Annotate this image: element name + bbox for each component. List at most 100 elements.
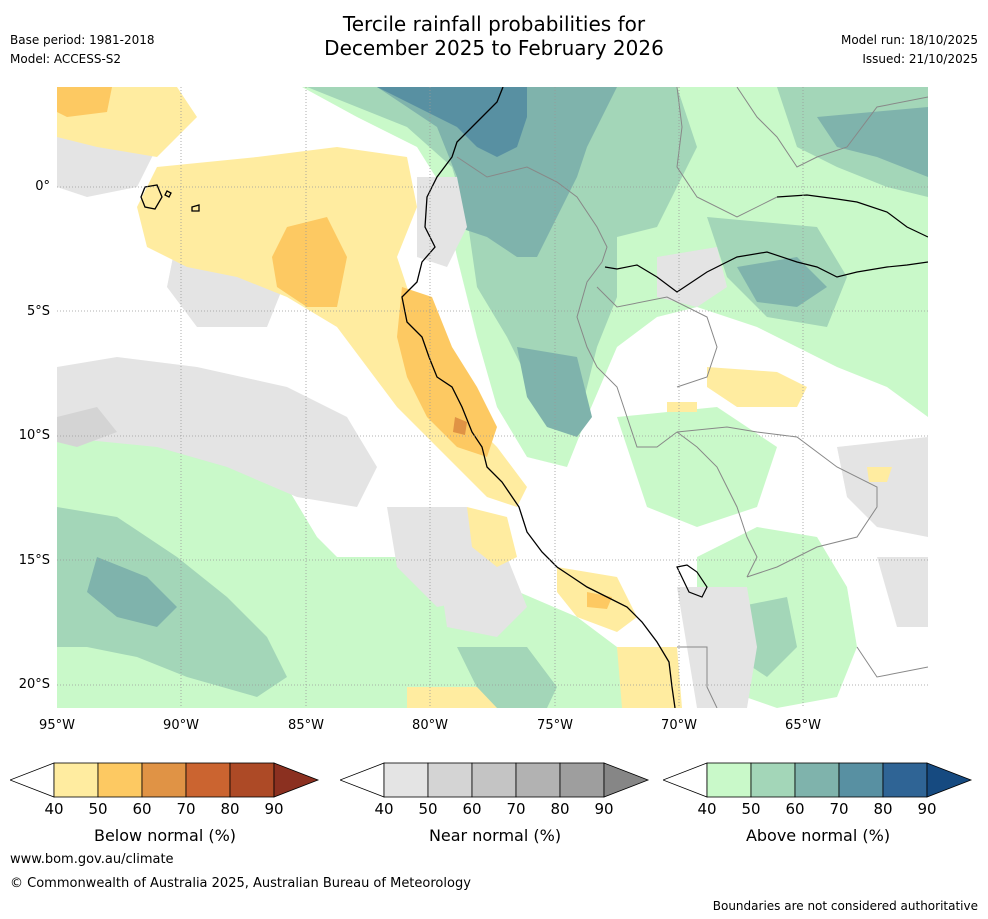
lon-label-75w: 75°W <box>537 718 573 733</box>
below-normal-regions <box>57 87 892 708</box>
galapagos-islands <box>140 184 200 212</box>
west-grey-3 <box>57 407 117 447</box>
south-yellow-2 <box>617 647 682 708</box>
swatch-4 <box>515 762 561 798</box>
south-yellow-3 <box>407 687 497 708</box>
tick-60: 60 <box>132 800 152 818</box>
east-grey-1 <box>657 247 727 307</box>
colorbar-near-normal <box>338 762 650 798</box>
lon-label-95w: 95°W <box>39 718 75 733</box>
east-yellow-2 <box>667 402 697 412</box>
east-yellow-3 <box>867 467 892 482</box>
near-normal-regions <box>57 117 928 708</box>
legend-below-normal: 40 50 60 70 80 90 Below normal (%) <box>8 762 320 862</box>
footer-disclaimer: Boundaries are not considered authoritat… <box>712 899 978 913</box>
swatch-4 <box>838 762 884 798</box>
issued-date: Issued: 21/10/2025 <box>862 52 978 66</box>
north-green-mid <box>307 87 697 427</box>
legend-label-near: Near normal (%) <box>428 826 562 845</box>
swatch-3 <box>471 762 517 798</box>
swatch-1 <box>53 762 99 798</box>
lat-label-5s: 5°S <box>26 304 50 319</box>
tick-40: 40 <box>697 800 717 818</box>
east-teal-patch <box>737 257 827 307</box>
orange-band-2 <box>397 287 497 457</box>
coast-yellow <box>467 507 517 567</box>
swatch-5 <box>882 762 928 798</box>
north-coast-line <box>776 194 928 238</box>
rainfall-probability-map <box>57 87 928 708</box>
tick-40: 40 <box>374 800 394 818</box>
swatch-0 <box>338 762 385 798</box>
swatch-6 <box>603 762 650 798</box>
lat-label-10s: 10°S <box>18 428 50 443</box>
inland-green <box>617 407 777 527</box>
lat-label-0: 0° <box>35 179 50 194</box>
footer-url[interactable]: www.bom.gov.au/climate <box>10 852 174 867</box>
tick-50: 50 <box>418 800 438 818</box>
tick-60: 60 <box>462 800 482 818</box>
graticule <box>57 87 928 708</box>
southeast-grey <box>677 587 757 708</box>
lon-label-70w: 70°W <box>661 718 697 733</box>
lake-titicaca <box>676 564 708 598</box>
tick-50: 50 <box>741 800 761 818</box>
south-america-coastline <box>401 87 676 708</box>
legend-near-normal: 40 50 60 70 80 90 Near normal (%) <box>338 762 650 862</box>
far-east-grey <box>877 557 928 627</box>
model-run: Model run: 18/10/2025 <box>840 33 978 47</box>
base-period: Base period: 1981-2018 <box>10 33 155 47</box>
above-normal-regions <box>57 87 928 708</box>
dark-orange-spot <box>453 417 467 435</box>
amazon-river-line <box>604 251 928 293</box>
tick-50: 50 <box>88 800 108 818</box>
coast-grey <box>417 177 467 267</box>
tick-80: 80 <box>873 800 893 818</box>
model-name: Model: ACCESS-S2 <box>10 52 122 66</box>
lon-label-65w: 65°W <box>785 718 821 733</box>
legend-label-above: Above normal (%) <box>745 826 891 845</box>
southwest-teal-patch <box>87 557 177 627</box>
legend-above-normal: 40 50 60 70 80 90 Above normal (%) <box>661 762 973 862</box>
swatch-2 <box>750 762 796 798</box>
lon-label-80w: 80°W <box>412 718 448 733</box>
swatch-5 <box>559 762 605 798</box>
tick-70: 70 <box>176 800 196 818</box>
west-grey-band <box>57 357 377 507</box>
legend-label-below: Below normal (%) <box>93 826 237 845</box>
south-grey <box>437 557 527 637</box>
tick-90: 90 <box>264 800 284 818</box>
lat-label-20s: 20°S <box>18 677 50 692</box>
north-green-darker <box>377 87 527 157</box>
footer-copyright: © Commonwealth of Australia 2025, Austra… <box>10 876 471 891</box>
amazon-teal-patch <box>517 347 592 437</box>
lat-label-15s: 15°S <box>18 553 50 568</box>
northwest-orange <box>57 87 112 117</box>
swatch-0 <box>661 762 708 798</box>
country-borders <box>456 87 928 708</box>
swatch-1 <box>383 762 429 798</box>
swatch-6 <box>926 762 973 798</box>
tick-70: 70 <box>829 800 849 818</box>
tick-70: 70 <box>506 800 526 818</box>
swatch-3 <box>794 762 840 798</box>
swatch-1 <box>706 762 752 798</box>
lon-label-90w: 90°W <box>163 718 199 733</box>
tick-40: 40 <box>44 800 64 818</box>
title-line-2: December 2025 to February 2026 <box>324 36 664 60</box>
tick-80: 80 <box>550 800 570 818</box>
swatch-5 <box>229 762 275 798</box>
swatch-3 <box>141 762 187 798</box>
swatch-0 <box>8 762 55 798</box>
east-grey-2 <box>837 437 928 537</box>
tick-90: 90 <box>594 800 614 818</box>
north-green-dark <box>377 87 617 257</box>
colorbar-above-normal <box>661 762 973 798</box>
title-line-1: Tercile rainfall probabilities for <box>342 12 646 36</box>
swatch-2 <box>427 762 473 798</box>
lon-label-85w: 85°W <box>288 718 324 733</box>
east-yellow <box>707 367 807 407</box>
tick-80: 80 <box>220 800 240 818</box>
swatch-6 <box>273 762 320 798</box>
colorbar-below-normal <box>8 762 320 798</box>
